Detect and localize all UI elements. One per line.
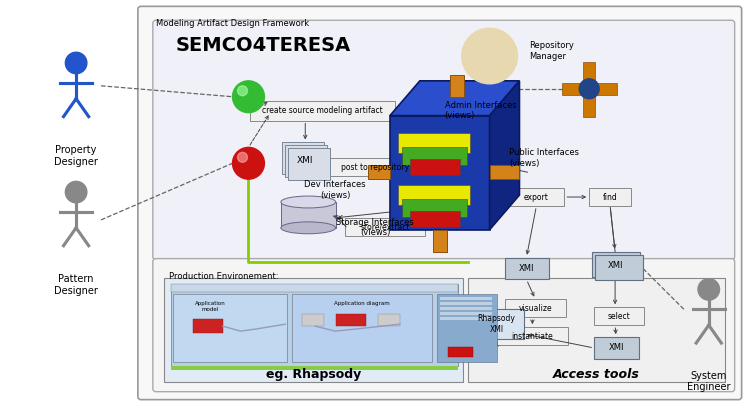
Text: Pattern
Designer: Pattern Designer [54, 274, 98, 296]
Circle shape [579, 79, 599, 99]
Bar [440, 297, 491, 300]
Bar [440, 317, 491, 320]
Bar [368, 165, 390, 179]
Text: Property
Designer: Property Designer [54, 145, 98, 167]
Bar [440, 312, 491, 315]
Bar [497, 327, 568, 345]
Bar [592, 252, 640, 278]
Bar [250, 101, 395, 120]
Bar [285, 145, 327, 177]
Bar [467, 278, 725, 382]
Text: create source modeling artifact: create source modeling artifact [262, 106, 383, 115]
Text: Repository
Manager: Repository Manager [530, 41, 574, 61]
Bar [440, 307, 491, 310]
Bar [336, 314, 366, 326]
Circle shape [65, 52, 87, 74]
Bar [589, 188, 631, 206]
Text: System
Engineer: System Engineer [687, 371, 730, 392]
Bar [595, 255, 643, 280]
Text: Admin Interfaces
(views): Admin Interfaces (views) [445, 101, 517, 120]
Text: Application diagram: Application diagram [334, 301, 390, 306]
Text: Dev Interfaces
(views): Dev Interfaces (views) [304, 180, 366, 200]
Text: visualize: visualize [518, 304, 552, 313]
Bar [192, 319, 222, 333]
Ellipse shape [281, 196, 336, 208]
Bar [390, 116, 490, 230]
Text: Modeling Artifact Design Framework: Modeling Artifact Design Framework [156, 19, 309, 28]
Bar [410, 159, 460, 175]
Text: eg. Rhapsody: eg. Rhapsody [266, 368, 361, 381]
Bar [562, 83, 617, 95]
Bar [345, 218, 425, 236]
Text: Public Interfaces
(views): Public Interfaces (views) [509, 148, 580, 168]
Text: XMI: XMI [608, 343, 624, 352]
Bar [448, 347, 473, 357]
Text: Storage Interfaces
(views): Storage Interfaces (views) [336, 218, 414, 237]
Bar [303, 314, 324, 326]
Bar [594, 307, 644, 325]
Bar [378, 314, 400, 326]
Text: store/extract: store/extract [360, 222, 410, 231]
Text: XMI: XMI [607, 261, 623, 270]
Bar [398, 185, 470, 205]
Bar [449, 75, 464, 97]
Bar [282, 143, 324, 174]
Bar [171, 284, 458, 292]
Text: post to repository: post to repository [341, 163, 409, 172]
Bar [402, 147, 467, 165]
Bar [173, 295, 288, 362]
Polygon shape [490, 81, 520, 230]
Bar [410, 211, 460, 227]
FancyBboxPatch shape [153, 20, 735, 260]
Ellipse shape [281, 222, 336, 234]
Bar [509, 188, 564, 206]
Bar [440, 302, 491, 305]
Text: select: select [607, 312, 631, 321]
Bar [249, 152, 252, 164]
Text: SEMCO4TERESA: SEMCO4TERESA [176, 36, 351, 55]
Bar [292, 295, 431, 362]
Circle shape [698, 279, 720, 300]
Bar [437, 295, 497, 362]
FancyBboxPatch shape [138, 6, 742, 400]
Bar [402, 199, 467, 217]
Text: Rhapsody
XMI: Rhapsody XMI [478, 314, 515, 334]
Bar [330, 158, 420, 176]
Bar [594, 337, 639, 359]
Text: XMI: XMI [297, 156, 314, 165]
FancyBboxPatch shape [153, 259, 735, 392]
Bar [288, 148, 330, 180]
Bar [164, 278, 463, 382]
Circle shape [232, 147, 264, 179]
Polygon shape [390, 81, 520, 116]
Bar [470, 309, 524, 339]
Circle shape [232, 81, 264, 113]
Text: instantiate: instantiate [512, 332, 554, 341]
Circle shape [461, 28, 518, 84]
Circle shape [65, 181, 87, 203]
Text: Application
model: Application model [195, 301, 226, 312]
Circle shape [237, 152, 247, 162]
Text: Production Environement:: Production Environement: [169, 271, 279, 280]
Bar [249, 86, 252, 98]
Bar [505, 258, 549, 280]
Bar [505, 299, 566, 317]
Bar [398, 133, 470, 154]
Circle shape [237, 86, 247, 96]
Text: find: find [603, 193, 617, 202]
Bar [583, 62, 595, 117]
Text: Access tools: Access tools [553, 368, 640, 381]
Bar [490, 165, 520, 179]
Text: export: export [524, 193, 549, 202]
Bar [171, 284, 458, 366]
Bar [282, 202, 336, 228]
Text: XMI: XMI [519, 264, 534, 273]
Bar [171, 366, 458, 370]
Bar [433, 230, 446, 252]
